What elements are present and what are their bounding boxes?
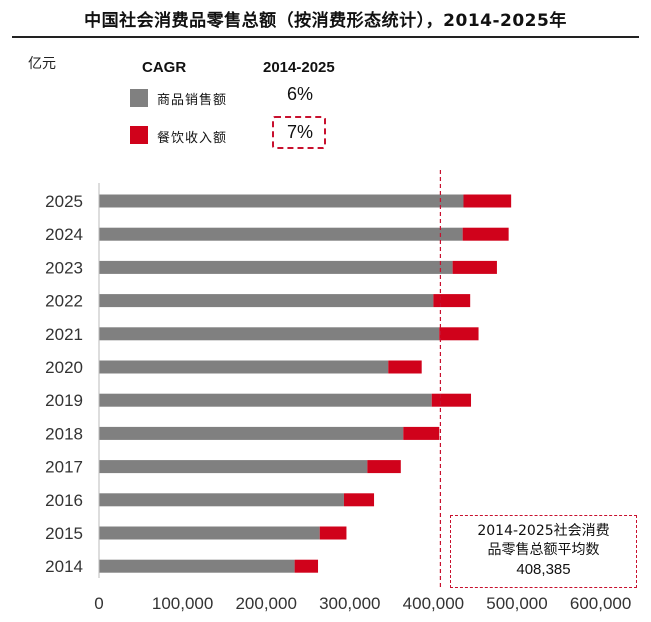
bar-2017-catering <box>367 460 401 474</box>
x-tick-0: 0 <box>94 594 103 613</box>
legend-cagr-highlight-box <box>272 116 326 149</box>
bar-2015-catering <box>319 526 347 540</box>
legend-name-goods: 商品销售额 <box>157 93 228 108</box>
x-tick-600000: 600,000 <box>570 594 631 613</box>
legend-cagr-catering: 7% <box>287 122 314 142</box>
bar-2019-catering <box>431 393 472 407</box>
legend-cagr-goods: 6% <box>287 84 314 104</box>
y-tick-2023: 2023 <box>45 258 83 277</box>
y-tick-2019: 2019 <box>45 391 83 410</box>
average-value: 408,385 <box>516 561 571 578</box>
bar-2014-goods <box>99 559 295 573</box>
y-tick-2025: 2025 <box>45 192 83 211</box>
y-tick-2017: 2017 <box>45 458 83 477</box>
bar-2023-catering <box>452 260 497 274</box>
bar-2022-goods <box>99 294 434 308</box>
bar-2014-catering <box>294 559 319 573</box>
bar-2021-catering <box>439 327 479 341</box>
bar-2018-goods <box>99 426 404 440</box>
y-tick-2016: 2016 <box>45 491 83 510</box>
x-tick-500000: 500,000 <box>486 594 547 613</box>
x-tick-200000: 200,000 <box>235 594 296 613</box>
legend-swatch-goods <box>130 89 148 107</box>
y-tick-2024: 2024 <box>45 225 83 244</box>
average-label-line1: 2014-2025社会消费 <box>477 523 610 539</box>
y-tick-2014: 2014 <box>45 557 83 576</box>
bar-2023-goods <box>99 260 453 274</box>
bar-2020-catering <box>388 360 422 374</box>
chart-title: 中国社会消费品零售总额（按消费形态统计），2014-2025年 <box>84 11 567 31</box>
bar-2020-goods <box>99 360 389 374</box>
bar-2016-goods <box>99 493 344 507</box>
legend-header-period: 2014-2025 <box>263 59 335 76</box>
bar-2024-goods <box>99 227 463 241</box>
unit-label: 亿元 <box>28 56 56 72</box>
bar-2025-catering <box>463 194 512 208</box>
x-tick-400000: 400,000 <box>403 594 464 613</box>
y-tick-2021: 2021 <box>45 325 83 344</box>
bar-2017-goods <box>99 460 368 474</box>
bar-2025-goods <box>99 194 464 208</box>
x-tick-100000: 100,000 <box>152 594 213 613</box>
y-tick-2022: 2022 <box>45 292 83 311</box>
bar-2024-catering <box>462 227 509 241</box>
legend-header-cagr: CAGR <box>142 59 187 76</box>
y-tick-2020: 2020 <box>45 358 83 377</box>
x-tick-300000: 300,000 <box>319 594 380 613</box>
legend-name-catering: 餐饮收入额 <box>157 131 228 146</box>
bar-2021-goods <box>99 327 440 341</box>
average-annotation-box: 2014-2025社会消费 品零售总额平均数 408,385 <box>450 515 637 588</box>
y-tick-labels: 2014 2015 2016 2017 2018 2019 2020 2021 2022 2023… <box>45 192 83 576</box>
y-tick-2018: 2018 <box>45 424 83 443</box>
x-tick-labels: 0 100,000 200,000 300,000 400,000 500,000 600,… <box>94 594 631 613</box>
legend-swatch-catering <box>130 126 148 144</box>
bar-2015-goods <box>99 526 320 540</box>
bar-2022-catering <box>433 294 471 308</box>
bar-2019-goods <box>99 393 432 407</box>
bar-2018-catering <box>403 426 440 440</box>
bar-2016-catering <box>343 493 375 507</box>
average-label-line2: 品零售总额平均数 <box>487 542 600 558</box>
y-tick-2015: 2015 <box>45 524 83 543</box>
title-rule <box>12 36 639 38</box>
bars-group <box>99 194 512 573</box>
